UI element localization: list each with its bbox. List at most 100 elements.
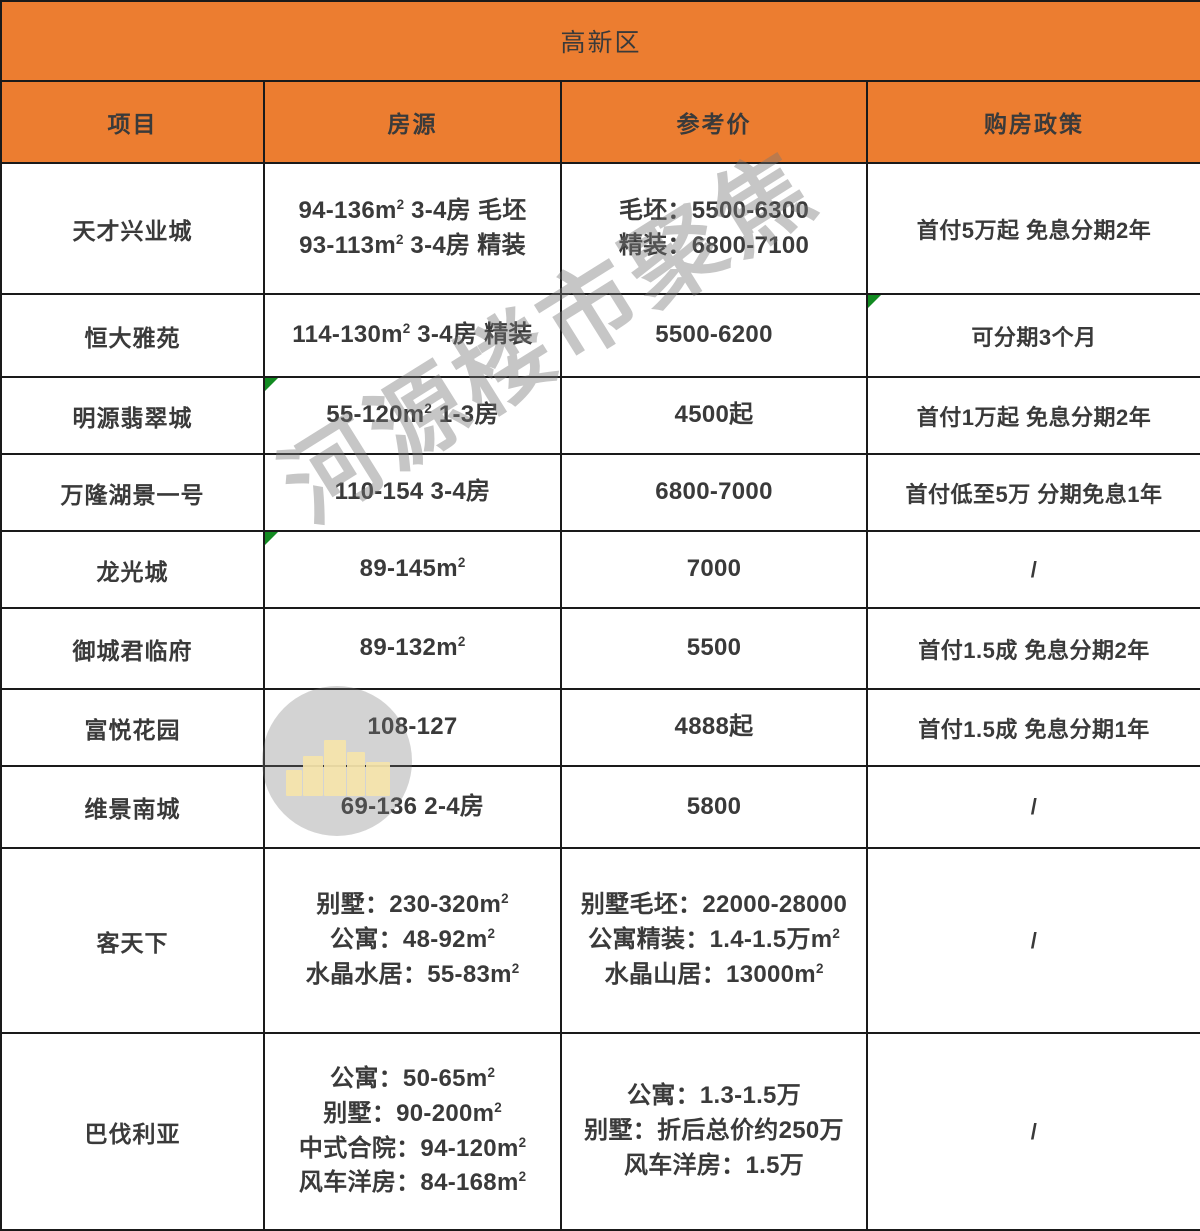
price-cell: 别墅毛坯：22000-28000 公寓精装：1.4-1.5万m2 水晶山居：1300… — [560, 847, 868, 1034]
cell-line: 明源翡翠城 — [72, 404, 193, 431]
cell-line: 别墅：230-320m2 — [316, 891, 509, 919]
cell-line: 首付5万起 免息分期2年 — [916, 217, 1152, 243]
page-title: 高新区 — [0, 0, 1200, 82]
cell-line: 别墅毛坯：22000-28000 — [580, 891, 848, 919]
column-header-price: 参考价 — [560, 80, 868, 164]
cell-line: 御城君临府 — [72, 637, 193, 664]
listing-cell: 110-154 3-4房 — [263, 453, 562, 532]
table-row: 维景南城 69-136 2-4房 5800 / — [0, 765, 1200, 849]
column-header-listing: 房源 — [263, 80, 562, 164]
cell-line: 89-145m2 — [359, 555, 466, 583]
table-row: 恒大雅苑 114-130m2 3-4房 精装 5500-6200 可分期3个月 — [0, 293, 1200, 378]
cell-line: 110-154 3-4房 — [334, 478, 491, 506]
cell-line: 首付低至5万 分期免息1年 — [905, 481, 1163, 507]
cell-line: / — [1030, 1118, 1038, 1144]
price-cell: 6800-7000 — [560, 453, 868, 532]
cell-line: 公寓：50-65m2 — [330, 1064, 495, 1092]
cell-line: 4500起 — [674, 401, 754, 429]
policy-cell: 首付1.5成 免息分期2年 — [865, 607, 1200, 690]
cell-line: 风车洋房：1.5万 — [623, 1151, 805, 1179]
cell-line: 5500 — [686, 634, 742, 662]
cell-line: 恒大雅苑 — [84, 324, 181, 351]
policy-cell: 首付1万起 免息分期2年 — [865, 376, 1200, 455]
table-row: 明源翡翠城 55-120m2 1-3房 4500起 首付1万起 免息分期2年 — [0, 376, 1200, 455]
cell-line: 中式合院：94-120m2 — [298, 1134, 527, 1162]
cell-line: 天才兴业城 — [72, 217, 193, 244]
price-cell: 7000 — [560, 530, 868, 609]
cell-line: 首付1万起 免息分期2年 — [916, 404, 1152, 430]
listing-cell: 89-132m2 — [263, 607, 562, 690]
project-name-cell: 富悦花园 — [0, 688, 265, 767]
price-cell: 4500起 — [560, 376, 868, 455]
cell-line: 5500-6200 — [655, 321, 773, 349]
cell-line: 4888起 — [674, 713, 754, 741]
cell-line: 龙光城 — [96, 558, 169, 585]
cell-line: 94-136m2 3-4房 毛坯 — [298, 196, 527, 224]
project-name-cell: 客天下 — [0, 847, 265, 1034]
policy-cell: / — [865, 530, 1200, 609]
title-row: 高新区 — [0, 0, 1200, 82]
cell-line: / — [1030, 794, 1038, 819]
cell-line: 别墅：折后总价约250万 — [584, 1117, 844, 1145]
cell-line: 108-127 — [367, 713, 458, 741]
header-row: 项目 房源 参考价 购房政策 — [0, 80, 1200, 164]
project-name-cell: 维景南城 — [0, 765, 265, 849]
policy-cell: 可分期3个月 — [865, 293, 1200, 378]
cell-line: 首付1.5成 免息分期1年 — [918, 716, 1150, 742]
cell-line: 93-113m2 3-4房 精装 — [299, 231, 526, 259]
table-row: 天才兴业城 94-136m2 3-4房 毛坯 93-113m2 3-4房 精装 毛坯：… — [0, 162, 1200, 295]
listing-cell: 69-136 2-4房 — [263, 765, 562, 849]
listing-cell: 114-130m2 3-4房 精装 — [263, 293, 562, 378]
cell-line: 89-132m2 — [359, 634, 466, 662]
listing-cell: 89-145m2 — [263, 530, 562, 609]
table-row: 客天下 别墅：230-320m2 公寓：48-92m2 水晶水居：55-83m2 别墅毛… — [0, 847, 1200, 1034]
price-cell: 4888起 — [560, 688, 868, 767]
cell-line: 维景南城 — [84, 796, 181, 822]
cell-line: 公寓：48-92m2 — [330, 926, 495, 954]
policy-cell: / — [865, 1032, 1200, 1231]
cell-line: 55-120m2 1-3房 — [326, 401, 499, 429]
table-row: 巴伐利亚 公寓：50-65m2 别墅：90-200m2 中式合院：94-120m2 风车… — [0, 1032, 1200, 1231]
cell-line: 首付1.5成 免息分期2年 — [918, 637, 1150, 663]
cell-line: 毛坯：5500-6300 — [618, 196, 810, 224]
policy-cell: / — [865, 765, 1200, 849]
listing-cell: 公寓：50-65m2 别墅：90-200m2 中式合院：94-120m2 风车洋房：8… — [263, 1032, 562, 1231]
project-name-cell: 恒大雅苑 — [0, 293, 265, 378]
cell-line: 6800-7000 — [655, 478, 773, 506]
table-row: 御城君临府 89-132m2 5500 首付1.5成 免息分期2年 — [0, 607, 1200, 690]
project-name-cell: 巴伐利亚 — [0, 1032, 265, 1231]
cell-line: 7000 — [686, 555, 742, 583]
cell-line: 5800 — [686, 792, 742, 820]
project-name-cell: 万隆湖景一号 — [0, 453, 265, 532]
table-row: 龙光城 89-145m2 7000 / — [0, 530, 1200, 609]
price-cell: 5800 — [560, 765, 868, 849]
comment-marker-icon — [265, 378, 278, 391]
cell-line: / — [1030, 556, 1038, 582]
comment-marker-icon — [868, 295, 881, 308]
table-row: 富悦花园 108-127 4888起 首付1.5成 免息分期1年 — [0, 688, 1200, 767]
cell-line: 可分期3个月 — [971, 324, 1097, 350]
cell-line: 精装：6800-7100 — [618, 231, 810, 259]
table-row: 万隆湖景一号 110-154 3-4房 6800-7000 首付低至5万 分期免息1年 — [0, 453, 1200, 532]
policy-cell: 首付低至5万 分期免息1年 — [865, 453, 1200, 532]
cell-line: 巴伐利亚 — [84, 1120, 181, 1147]
project-name-cell: 明源翡翠城 — [0, 376, 265, 455]
listing-cell: 55-120m2 1-3房 — [263, 376, 562, 455]
listing-cell: 别墅：230-320m2 公寓：48-92m2 水晶水居：55-83m2 — [263, 847, 562, 1034]
price-cell: 毛坯：5500-6300 精装：6800-7100 — [560, 162, 868, 295]
column-header-policy: 购房政策 — [865, 80, 1200, 164]
listing-cell: 94-136m2 3-4房 毛坯 93-113m2 3-4房 精装 — [263, 162, 562, 295]
project-name-cell: 天才兴业城 — [0, 162, 265, 295]
listing-cell: 108-127 — [263, 688, 562, 767]
cell-line: 水晶水居：55-83m2 — [305, 960, 520, 988]
column-header-project: 项目 — [0, 80, 265, 164]
policy-cell: / — [865, 847, 1200, 1034]
cell-line: 客天下 — [96, 929, 169, 956]
cell-line: 114-130m2 3-4房 精装 — [292, 321, 533, 349]
project-name-cell: 御城君临府 — [0, 607, 265, 690]
cell-line: 风车洋房：84-168m2 — [298, 1169, 527, 1197]
cell-line: / — [1030, 927, 1038, 953]
cell-line: 别墅：90-200m2 — [323, 1099, 502, 1127]
